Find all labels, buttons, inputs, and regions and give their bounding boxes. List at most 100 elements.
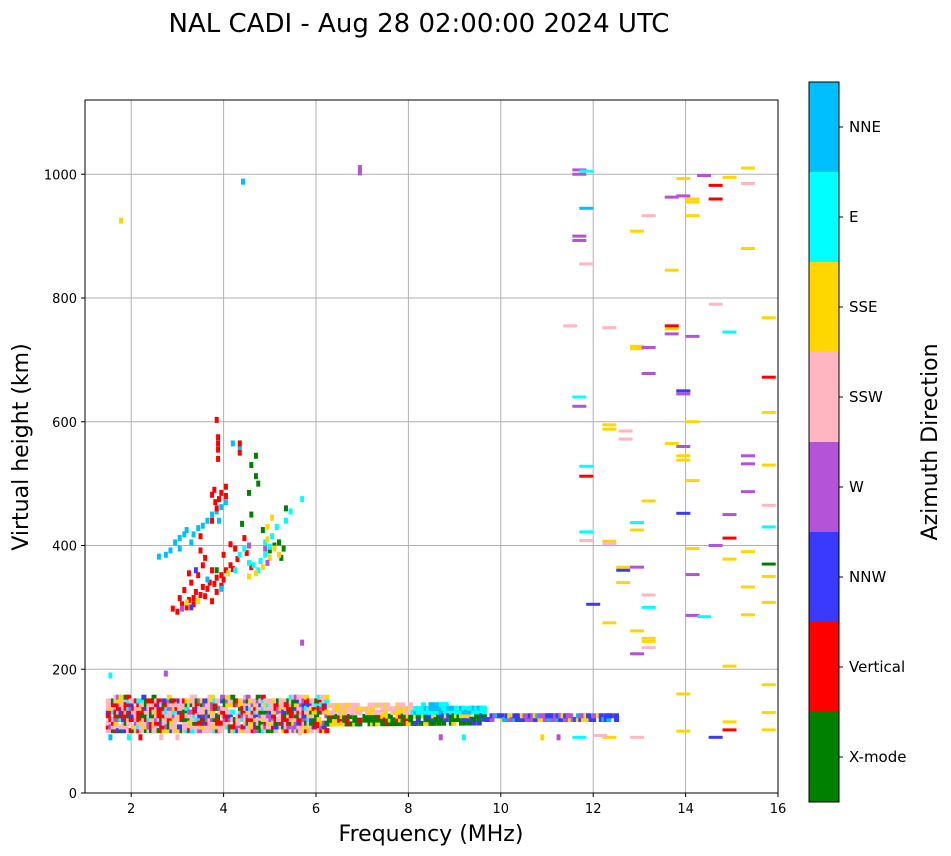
- band-pixel: [154, 713, 160, 719]
- band-pixel: [545, 713, 551, 719]
- band-pixel: [316, 694, 322, 700]
- band-pixel: [270, 724, 276, 730]
- band-pixel: [326, 717, 332, 723]
- band-pixel: [443, 705, 449, 711]
- band-pixel: [364, 710, 370, 716]
- band-pixel: [121, 716, 127, 722]
- band-pixel: [136, 705, 142, 711]
- data-point: [216, 496, 221, 503]
- band-pixel: [250, 713, 256, 719]
- data-point: [685, 214, 700, 218]
- data-point: [641, 646, 656, 650]
- band-pixel: [171, 713, 177, 719]
- band-pixel: [423, 709, 429, 715]
- band-pixel: [113, 716, 119, 722]
- band-pixel: [436, 702, 442, 708]
- band-pixel: [283, 720, 289, 726]
- band-pixel: [458, 709, 464, 715]
- band-pixel: [146, 698, 152, 704]
- band-pixel: [469, 716, 475, 722]
- band-pixel: [326, 710, 332, 716]
- band-pixel: [370, 717, 376, 723]
- band-pixel: [270, 698, 276, 704]
- data-point: [664, 324, 679, 328]
- band-pixel: [131, 698, 137, 704]
- data-point: [205, 585, 210, 592]
- band-pixel: [344, 721, 350, 727]
- band-pixel: [126, 705, 132, 711]
- band-pixel: [385, 702, 391, 708]
- band-pixel: [263, 698, 269, 704]
- data-point: [722, 175, 737, 179]
- band-pixel: [443, 702, 449, 708]
- band-pixel: [174, 728, 180, 734]
- band-pixel: [197, 728, 203, 734]
- band-pixel: [225, 698, 231, 704]
- data-point: [213, 499, 218, 506]
- band-pixel: [179, 709, 185, 715]
- band-pixel: [461, 705, 467, 711]
- band-pixel: [334, 721, 340, 727]
- band-pixel: [204, 716, 210, 722]
- band-pixel: [164, 709, 170, 715]
- data-point: [205, 517, 210, 524]
- band-pixel: [387, 717, 393, 723]
- data-point: [230, 566, 235, 573]
- band-pixel: [209, 724, 215, 730]
- band-pixel: [456, 709, 462, 715]
- x-tick-label: 12: [585, 802, 602, 817]
- band-pixel: [367, 713, 373, 719]
- band-pixel: [288, 720, 294, 726]
- band-pixel: [431, 702, 437, 708]
- band-pixel: [319, 705, 325, 711]
- band-pixel: [212, 698, 218, 704]
- band-pixel: [474, 705, 480, 711]
- data-point: [740, 585, 755, 589]
- band-pixel: [189, 698, 195, 704]
- band-pixel: [563, 713, 569, 719]
- band-pixel: [403, 706, 409, 712]
- data-point: [641, 214, 656, 218]
- band-pixel: [108, 716, 114, 722]
- band-pixel: [334, 706, 340, 712]
- band-pixel: [428, 705, 434, 711]
- data-point: [168, 547, 173, 554]
- band-pixel: [392, 709, 398, 715]
- band-pixel: [499, 713, 505, 719]
- band-pixel: [164, 702, 170, 708]
- band-pixel: [143, 716, 149, 722]
- band-pixel: [265, 702, 271, 708]
- band-pixel: [113, 702, 119, 708]
- data-point: [182, 531, 187, 538]
- band-pixel: [575, 716, 581, 722]
- band-pixel: [453, 713, 459, 719]
- band-pixel: [197, 698, 203, 704]
- band-pixel: [451, 716, 457, 722]
- data-point: [676, 389, 691, 393]
- band-pixel: [344, 714, 350, 720]
- data-point: [641, 593, 656, 597]
- band-pixel: [240, 728, 246, 734]
- data-point: [216, 434, 221, 441]
- band-pixel: [171, 709, 177, 715]
- band-pixel: [189, 724, 195, 730]
- band-pixel: [182, 720, 188, 726]
- band-pixel: [474, 713, 480, 719]
- band-pixel: [171, 705, 177, 711]
- data-point: [173, 539, 178, 546]
- band-pixel: [151, 720, 157, 726]
- band-pixel: [263, 724, 269, 730]
- band-pixel: [268, 702, 274, 708]
- band-pixel: [194, 728, 200, 734]
- band-pixel: [288, 698, 294, 704]
- data-point: [618, 437, 633, 441]
- band-pixel: [182, 713, 188, 719]
- data-point: [676, 729, 691, 733]
- data-point: [210, 598, 215, 605]
- band-pixel: [243, 716, 249, 722]
- band-pixel: [260, 728, 266, 734]
- band-pixel: [349, 710, 355, 716]
- band-pixel: [161, 724, 167, 730]
- data-point: [602, 621, 617, 625]
- band-pixel: [263, 705, 269, 711]
